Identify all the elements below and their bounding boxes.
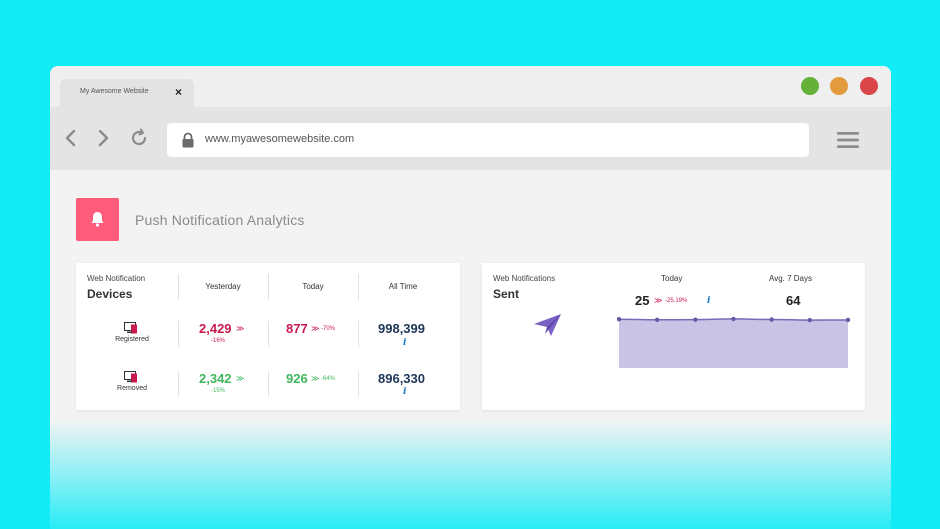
removed-today-change: -64% (321, 376, 336, 382)
removed-today-value: 926 (286, 371, 308, 386)
forward-arrow-icon[interactable] (93, 128, 113, 148)
browser-window: My Awesome Website × www.myawesomewebsit… (50, 66, 891, 529)
sent-card-kicker: Web Notifications (493, 274, 556, 283)
info-icon[interactable]: i (403, 338, 407, 348)
divider (268, 321, 269, 347)
divider (268, 274, 269, 300)
divider (358, 274, 359, 300)
removed-yesterday-change: -15% (211, 388, 226, 394)
row-label-removed: Removed (117, 385, 147, 392)
page-content: Push Notification Analytics Web Notifica… (50, 170, 891, 529)
column-header-all-time: All Time (388, 282, 418, 291)
data-point (731, 316, 736, 322)
removed-yesterday-value: 2,342 (199, 371, 232, 386)
back-arrow-icon[interactable] (61, 128, 81, 148)
sent-avg-label: Avg. 7 Days (769, 274, 812, 283)
window-maximize-dot[interactable] (801, 77, 819, 95)
page-title: Push Notification Analytics (135, 212, 305, 228)
chevron-down-icon: ≫ (654, 296, 663, 305)
hamburger-menu-icon[interactable] (837, 131, 859, 149)
data-point (769, 317, 774, 322)
registered-all-time-value: 998,399 (378, 321, 425, 336)
devices-card-kicker: Web Notification (87, 274, 146, 283)
sent-card-heading: Sent (493, 287, 520, 301)
column-header-yesterday: Yesterday (205, 282, 241, 291)
data-point (693, 317, 698, 322)
divider (178, 321, 179, 347)
registered-yesterday-change: -16% (211, 338, 226, 344)
window-close-dot[interactable] (860, 77, 878, 95)
header-bell-badge (76, 198, 119, 241)
registered-today-value: 877 (286, 321, 308, 336)
series-area (619, 318, 848, 368)
devices-card: Web Notification Devices Yesterday Today… (76, 263, 460, 410)
divider (358, 321, 359, 347)
devices-card-heading: Devices (87, 287, 133, 301)
sent-today-label: Today (661, 274, 683, 283)
url-text: www.myawesomewebsite.com (205, 133, 355, 145)
divider (268, 371, 269, 397)
registered-yesterday-value: 2,429 (199, 321, 232, 336)
removed-all-time-value: 896,330 (378, 371, 425, 386)
device-removed-icon (124, 371, 137, 383)
data-point (617, 317, 622, 322)
chevron-down-icon: ≫ (311, 324, 320, 333)
info-icon[interactable]: i (707, 296, 711, 306)
row-label-registered: Registered (115, 336, 149, 343)
tab-close-icon[interactable]: × (174, 85, 182, 99)
sent-avg-value: 64 (786, 293, 801, 308)
info-icon[interactable]: i (403, 387, 407, 397)
sent-card: Web Notifications Sent Today Avg. 7 Days… (482, 263, 865, 410)
tab-strip: My Awesome Website × (50, 66, 891, 107)
sent-today-value: 25 (635, 293, 650, 308)
sent-today-change: -25.19% (665, 298, 688, 304)
registered-today-change: -70% (321, 326, 336, 332)
chevron-down-icon: ≫ (236, 324, 245, 333)
chevron-down-icon: ≫ (311, 374, 320, 383)
window-minimize-dot[interactable] (830, 77, 848, 95)
browser-tab[interactable]: My Awesome Website × (60, 79, 194, 107)
sent-area-chart (617, 316, 850, 368)
chevron-down-icon: ≫ (236, 374, 245, 383)
data-point (807, 317, 813, 323)
lock-icon (182, 132, 194, 148)
divider (178, 274, 179, 300)
column-header-today: Today (302, 282, 324, 291)
address-bar[interactable]: www.myawesomewebsite.com (167, 123, 809, 157)
bell-icon (91, 212, 104, 227)
device-registered-icon (124, 322, 137, 334)
browser-toolbar: www.myawesomewebsite.com (50, 107, 891, 170)
data-point (845, 317, 850, 323)
paper-plane-icon (534, 314, 561, 336)
tab-title: My Awesome Website (80, 88, 149, 95)
divider (178, 371, 179, 397)
reload-icon[interactable] (129, 128, 149, 148)
data-point (654, 317, 660, 322)
divider (358, 371, 359, 397)
